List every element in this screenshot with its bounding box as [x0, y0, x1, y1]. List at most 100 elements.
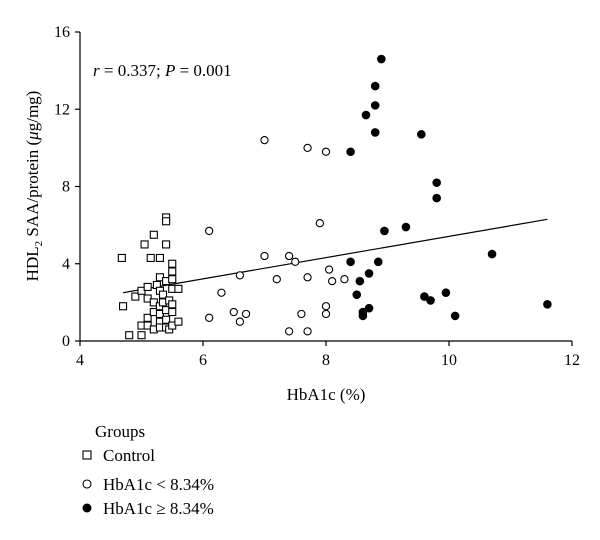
low-hba1c-point: [272, 275, 281, 284]
control-point: [162, 315, 171, 324]
low-hba1c-point: [303, 143, 312, 153]
x-tick-label: 8: [322, 352, 330, 369]
low-hba1c-point: [260, 251, 269, 261]
high-hba1c-point: [370, 128, 380, 137]
high-hba1c-point: [370, 101, 380, 110]
r-label: r: [93, 61, 100, 80]
legend-control-square-icon: [82, 450, 92, 460]
high-hba1c-point: [543, 300, 552, 309]
high-hba1c-point: [420, 292, 429, 301]
low-hba1c-point: [217, 288, 226, 297]
high-hba1c-point: [352, 290, 362, 299]
x-tick-label: 4: [76, 352, 84, 369]
legend-open-circle-icon: [82, 479, 92, 489]
low-hba1c-point: [284, 327, 294, 336]
low-hba1c-point: [297, 309, 306, 319]
high-hba1c-point: [401, 222, 411, 232]
high-hba1c-point: [346, 257, 355, 267]
high-hba1c-point: [450, 311, 460, 321]
high-hba1c-point: [358, 311, 368, 321]
control-point: [162, 217, 171, 226]
control-point: [158, 290, 168, 299]
low-hba1c-point: [241, 309, 251, 319]
control-point: [149, 230, 158, 239]
high-hba1c-point: [346, 147, 355, 157]
low-hba1c-point: [229, 307, 238, 317]
low-hba1c-point: [340, 275, 349, 284]
y-tick-label: 8: [62, 179, 70, 196]
high-hba1c-point: [487, 249, 497, 259]
control-point: [140, 240, 149, 249]
control-point: [168, 259, 177, 268]
y-tick-label: 0: [62, 333, 70, 350]
high-hba1c-point: [432, 178, 442, 187]
legend: Groups Control HbA1c < 8.34% HbA1c ≥ 8.3…: [82, 422, 214, 518]
legend-title: Groups: [95, 422, 145, 441]
high-hba1c-point: [370, 81, 380, 91]
y-tick-label: 16: [54, 24, 70, 41]
p-label: P: [164, 61, 175, 80]
control-point: [155, 253, 164, 263]
high-hba1c-point: [417, 130, 426, 139]
p-value: = 0.001: [175, 61, 231, 80]
high-hba1c-point: [432, 193, 442, 203]
high-hba1c-point: [361, 110, 371, 120]
control-point: [168, 267, 177, 276]
y-axis-title-mu: μ: [23, 131, 42, 141]
y-axis-title-middle: SAA/protein (: [23, 139, 42, 240]
low-hba1c-point: [235, 271, 245, 280]
y-axis-title-suffix: g/mg): [23, 91, 42, 132]
high-hba1c-point: [355, 276, 365, 286]
low-hba1c-point: [321, 309, 331, 319]
low-hba1c-point: [321, 302, 331, 311]
x-tick-label: 12: [564, 352, 580, 369]
x-tick-label: 10: [441, 352, 457, 369]
high-hba1c-point: [364, 269, 374, 278]
control-point: [137, 331, 146, 340]
legend-entry-high-hba1c: HbA1c ≥ 8.34%: [103, 499, 214, 518]
high-hba1c-point: [441, 288, 451, 298]
y-axis-title-subscript: 2: [33, 241, 45, 247]
control-point: [125, 331, 134, 340]
low-hba1c-point: [315, 219, 324, 228]
low-hba1c-point: [303, 327, 312, 336]
r-value: = 0.337;: [100, 61, 165, 80]
low-hba1c-point: [321, 147, 331, 156]
correlation-annotation: r = 0.337; P = 0.001: [93, 61, 232, 80]
control-point: [168, 300, 177, 309]
low-hba1c-point: [204, 226, 214, 236]
high-hba1c-point: [426, 296, 435, 305]
high-hba1c-point: [364, 303, 374, 313]
x-tick-label: 6: [199, 352, 207, 369]
high-hba1c-point: [380, 226, 389, 236]
control-point: [168, 275, 177, 284]
low-hba1c-point: [327, 276, 337, 286]
low-hba1c-point: [284, 251, 294, 261]
legend-entry-control: Control: [103, 446, 155, 465]
control-point: [174, 317, 183, 326]
control-point: [131, 292, 140, 301]
control-point: [143, 282, 152, 291]
low-hba1c-point: [324, 265, 334, 274]
legend-filled-circle-icon: [82, 503, 92, 513]
y-axis-title: HDL2 SAA/protein (μg/mg): [23, 91, 45, 282]
y-tick-label: 12: [54, 101, 70, 118]
y-axis-title-prefix: HDL: [23, 246, 42, 281]
y-tick-label: 4: [62, 256, 70, 273]
control-point: [168, 307, 177, 317]
low-hba1c-point: [235, 317, 245, 326]
control-point: [162, 240, 171, 249]
legend-entry-low-hba1c: HbA1c < 8.34%: [103, 475, 214, 494]
control-point: [174, 284, 183, 293]
control-point: [146, 253, 155, 263]
control-point: [143, 313, 152, 322]
low-hba1c-point: [291, 257, 300, 266]
x-axis-title: HbA1c (%): [287, 385, 366, 404]
regression-line: [122, 218, 548, 294]
data-points: [117, 54, 552, 340]
high-hba1c-point: [373, 257, 383, 267]
control-point: [117, 253, 126, 263]
low-hba1c-point: [303, 273, 312, 282]
